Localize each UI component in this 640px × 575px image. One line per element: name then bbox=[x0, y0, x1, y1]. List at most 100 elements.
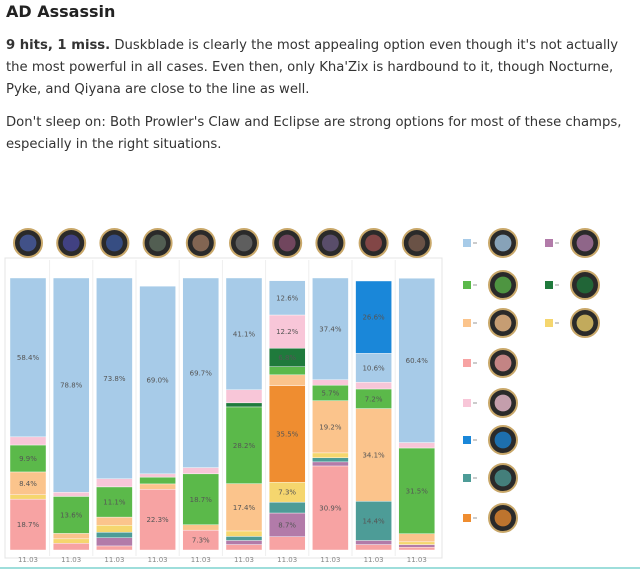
bar-segment bbox=[398, 544, 435, 548]
value-label: 8.4% bbox=[19, 480, 37, 488]
x-tick-label: 11.03 bbox=[234, 556, 254, 564]
value-label: 7.3% bbox=[192, 537, 210, 545]
value-label: 6.8% bbox=[278, 354, 296, 362]
bar-segment bbox=[269, 536, 306, 551]
bar-segment bbox=[96, 277, 133, 479]
bar-segment bbox=[355, 544, 392, 551]
value-label: 78.8% bbox=[60, 382, 83, 390]
value-label: 9.9% bbox=[19, 455, 37, 463]
bar-segment bbox=[355, 540, 392, 545]
text: Duskblade is clearly the most appealing … bbox=[6, 38, 619, 97]
x-tick-label: 11.03 bbox=[191, 556, 211, 564]
value-label: 41.1% bbox=[233, 330, 256, 338]
value-label: 34.1% bbox=[362, 451, 385, 459]
icon-art bbox=[494, 234, 512, 252]
icon-art bbox=[494, 314, 512, 332]
bar-segment bbox=[53, 492, 90, 497]
icon-art bbox=[494, 431, 512, 449]
icon-art bbox=[408, 234, 426, 252]
icon-art bbox=[494, 394, 512, 412]
value-label: 18.7% bbox=[17, 521, 40, 529]
value-label: 69.7% bbox=[190, 369, 213, 377]
x-tick-label: 11.03 bbox=[407, 556, 427, 564]
bar-segment bbox=[225, 540, 263, 545]
bar-segment bbox=[398, 533, 435, 543]
icon-art bbox=[322, 234, 339, 252]
heading: AD Assassin bbox=[6, 2, 116, 21]
value-label: 12.6% bbox=[276, 294, 299, 302]
bar-segment bbox=[225, 277, 263, 390]
legend-swatch bbox=[463, 474, 471, 482]
legend-swatch bbox=[463, 399, 471, 407]
legend-swatch bbox=[545, 319, 553, 327]
icon-art bbox=[62, 234, 80, 252]
bar-segment bbox=[9, 498, 47, 551]
legend-swatch bbox=[463, 239, 471, 247]
bar-segment bbox=[312, 379, 349, 386]
x-tick-label: 11.03 bbox=[277, 556, 297, 564]
value-label: 5.7% bbox=[322, 389, 340, 397]
value-label: 7.3% bbox=[278, 489, 296, 497]
bold-text: 9 hits, 1 miss. bbox=[6, 38, 111, 53]
bar-segment bbox=[398, 541, 435, 545]
bar-segment bbox=[355, 501, 392, 541]
value-label: 28.2% bbox=[233, 442, 256, 450]
bar-segment bbox=[398, 547, 435, 551]
bar-segment bbox=[355, 381, 392, 390]
legend-swatch bbox=[545, 281, 553, 289]
paragraph: 9 hits, 1 miss. Duskblade is clearly the… bbox=[6, 35, 632, 101]
bar-segment bbox=[139, 483, 176, 490]
bar-segment bbox=[398, 442, 435, 449]
value-label: 18.7% bbox=[190, 496, 213, 504]
bar-segment bbox=[398, 447, 435, 534]
icon-art bbox=[494, 509, 512, 527]
bar-segment bbox=[182, 473, 220, 525]
bar-segment bbox=[96, 532, 133, 538]
bar-segment bbox=[182, 467, 220, 475]
bar-segment bbox=[139, 285, 176, 475]
icon-art bbox=[235, 234, 253, 252]
bar-segment bbox=[9, 277, 47, 438]
bar-segment bbox=[225, 406, 263, 484]
value-label: 30.9% bbox=[319, 504, 342, 512]
icon-art bbox=[576, 314, 594, 332]
bar-segment bbox=[96, 486, 133, 518]
bar-segment bbox=[269, 366, 306, 376]
value-label: 14.4% bbox=[362, 517, 385, 525]
icon-art bbox=[365, 234, 382, 252]
bar-segment bbox=[269, 385, 306, 483]
bar-segment bbox=[96, 545, 133, 551]
legend-swatch bbox=[463, 319, 471, 327]
value-label: 37.4% bbox=[319, 325, 342, 333]
bar-segment bbox=[9, 494, 47, 500]
chart: 18.7% 8.4% 9.9% 58.4% 11.03 13.6% 78.8% 11.03 11… bbox=[0, 228, 640, 569]
bar-segment bbox=[9, 436, 47, 446]
bar-segment bbox=[139, 489, 176, 551]
legend-swatch bbox=[463, 281, 471, 289]
x-tick-label: 11.03 bbox=[148, 556, 168, 564]
icon-art bbox=[192, 234, 210, 252]
bar-segment bbox=[139, 473, 176, 478]
icon-art bbox=[576, 276, 594, 294]
icon-art bbox=[149, 234, 167, 252]
value-label: 19.2% bbox=[319, 423, 342, 431]
value-label: 11.1% bbox=[103, 498, 126, 506]
bar-segment bbox=[312, 461, 349, 467]
bar-segment bbox=[53, 533, 90, 540]
bar-segment bbox=[269, 501, 306, 514]
bar-segment bbox=[312, 457, 349, 463]
value-label: 13.6% bbox=[60, 511, 83, 519]
icon-art bbox=[494, 276, 512, 294]
bar-segment bbox=[312, 400, 349, 454]
value-label: 7.2% bbox=[365, 395, 383, 403]
x-tick-label: 11.03 bbox=[320, 556, 340, 564]
icon-art bbox=[278, 234, 296, 252]
value-label: 26.6% bbox=[362, 314, 385, 322]
bar-segment bbox=[53, 538, 90, 544]
value-label: 8.7% bbox=[278, 521, 296, 529]
bar-segment bbox=[225, 389, 263, 404]
value-label: 69.0% bbox=[146, 377, 169, 385]
value-label: 73.8% bbox=[103, 375, 126, 383]
bar-segment bbox=[96, 478, 133, 488]
